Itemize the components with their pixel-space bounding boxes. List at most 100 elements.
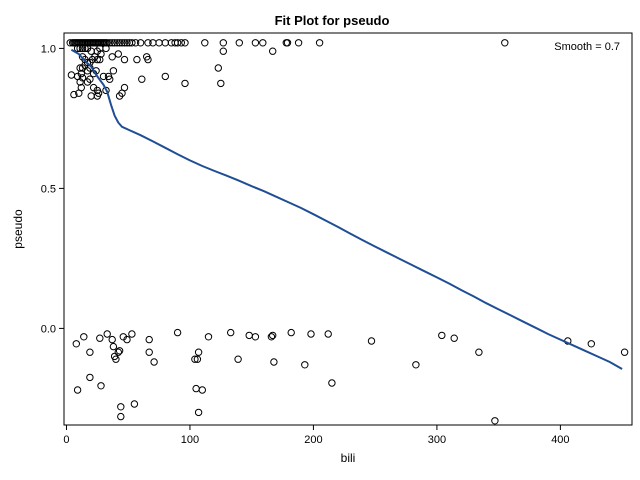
data-point [102,86,110,95]
data-point [99,72,108,81]
data-point [150,358,158,366]
data-point [86,348,94,356]
x-tick-label: 0 [63,434,69,446]
data-point [191,355,199,363]
y-tick-label: 0.5 [41,183,56,195]
x-tick-label: 400 [551,434,569,446]
x-tick-label: 100 [181,434,199,446]
data-point [181,39,189,47]
data-point [283,39,292,47]
data-point [120,83,129,92]
data-point [324,330,332,338]
data-point [450,334,458,342]
data-point [103,39,111,47]
data-point [219,39,228,47]
data-point [269,331,277,340]
data-point [161,72,170,81]
data-point [131,39,140,47]
data-point [114,50,123,58]
data-point [192,384,200,393]
data-point [269,47,277,55]
data-point [267,333,276,341]
data-point [93,55,102,64]
data-point [97,50,105,58]
data-point [245,331,253,340]
data-point [123,335,131,344]
data-point [144,55,152,64]
data-point [117,403,125,411]
data-point [120,39,129,47]
y-axis-label: pseudo [11,209,25,249]
data-point [70,90,78,99]
data-point [97,382,105,390]
data-point [251,39,260,47]
data-point [501,39,509,47]
data-point [102,44,110,53]
data-point [67,71,76,79]
data-point [270,358,278,366]
data-point [193,355,202,363]
data-point [114,348,123,356]
data-point [73,386,82,394]
data-point [78,74,87,82]
data-point [227,328,235,337]
data-point [136,39,145,47]
data-point [112,355,120,363]
data-point [155,39,163,47]
data-point [315,39,324,47]
data-point [234,355,242,363]
data-point [96,334,104,342]
data-point [294,39,303,47]
data-point [118,39,126,47]
scatter-points [66,39,629,425]
data-point [167,39,176,47]
data-point [235,39,244,47]
data-point [76,78,84,86]
data-point [328,379,336,387]
data-point [80,333,88,341]
data-point [81,44,89,53]
data-point [133,55,141,64]
data-point [73,44,82,53]
data-point [115,347,124,355]
data-point [87,92,95,100]
data-point [287,328,295,337]
data-point [77,83,86,92]
x-tick-label: 300 [428,434,446,446]
data-point [78,44,87,53]
data-point [128,39,136,47]
data-point [307,330,315,338]
data-point [438,331,446,340]
data-point [177,39,186,47]
data-point [103,330,111,338]
chart-title: Fit Plot for pseudo [275,13,390,28]
data-point [76,44,84,53]
data-point [86,373,94,382]
data-point [214,64,223,72]
data-point [108,39,116,47]
data-point [83,78,92,86]
y-tick-label: 1.0 [41,43,56,55]
data-point [194,408,203,417]
data-point [198,386,207,394]
data-point [130,400,139,408]
data-point [173,39,182,47]
x-axis: 0 100 200 300 400 [63,425,570,446]
data-point [117,412,125,421]
data-point [475,348,483,356]
data-point [110,39,119,47]
data-point [113,39,121,47]
x-tick-label: 200 [304,434,322,446]
data-point [181,79,189,88]
data-point [217,79,225,88]
data-point [128,330,136,338]
data-point [72,340,81,348]
data-point [145,348,153,356]
data-point [219,47,228,55]
data-point [138,75,146,83]
data-point [109,67,118,75]
smooth-annotation: Smooth = 0.7 [554,41,620,53]
data-point [491,417,499,425]
data-point [259,39,267,47]
data-point [251,333,260,341]
